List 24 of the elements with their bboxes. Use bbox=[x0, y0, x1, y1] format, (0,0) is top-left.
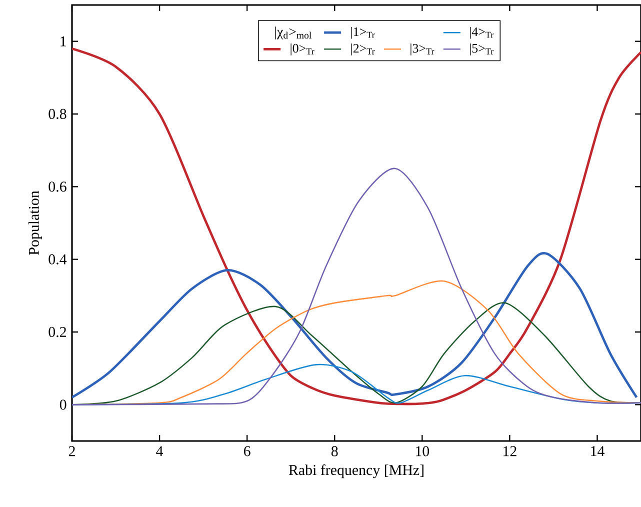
x-tick-label: 12 bbox=[504, 446, 516, 456]
legend-label: |3>$_{Tr}$ bbox=[410, 44, 434, 56]
y-tick-label: 0.4 bbox=[48, 254, 67, 264]
x-tick-label: 4 bbox=[156, 446, 164, 456]
x-tick-label: 14 bbox=[591, 446, 604, 456]
legend-label: |4>$_{Tr}$ bbox=[470, 26, 494, 39]
x-tick-label: 6 bbox=[244, 446, 250, 456]
y-tick-label: 0.8 bbox=[48, 108, 66, 120]
legend-title: |χ$_{d}$>$_{mol}$ bbox=[275, 26, 312, 40]
line-series bbox=[72, 168, 641, 406]
x-tick-label: 2 bbox=[68, 446, 75, 456]
y-tick-label: 1 bbox=[60, 36, 66, 46]
x-tick-label: 8 bbox=[331, 446, 338, 456]
y-tick-label: 0 bbox=[60, 400, 66, 410]
legend-label: |5>$_{Tr}$ bbox=[470, 44, 494, 56]
x-axis-title: Rabi frequency [MHz] bbox=[288, 464, 424, 478]
y-tick-label: 0.6 bbox=[48, 182, 66, 192]
y-axis-title: Population bbox=[28, 190, 42, 255]
line-series bbox=[72, 252, 638, 399]
legend-label: |1>$_{Tr}$ bbox=[351, 26, 375, 39]
legend-label: |0>$_{Tr}$ bbox=[290, 44, 314, 56]
legend-label: |2>$_{Tr}$ bbox=[351, 44, 375, 56]
x-tick-label: 10 bbox=[416, 446, 430, 456]
y-tick-label: 0.2 bbox=[48, 326, 66, 338]
